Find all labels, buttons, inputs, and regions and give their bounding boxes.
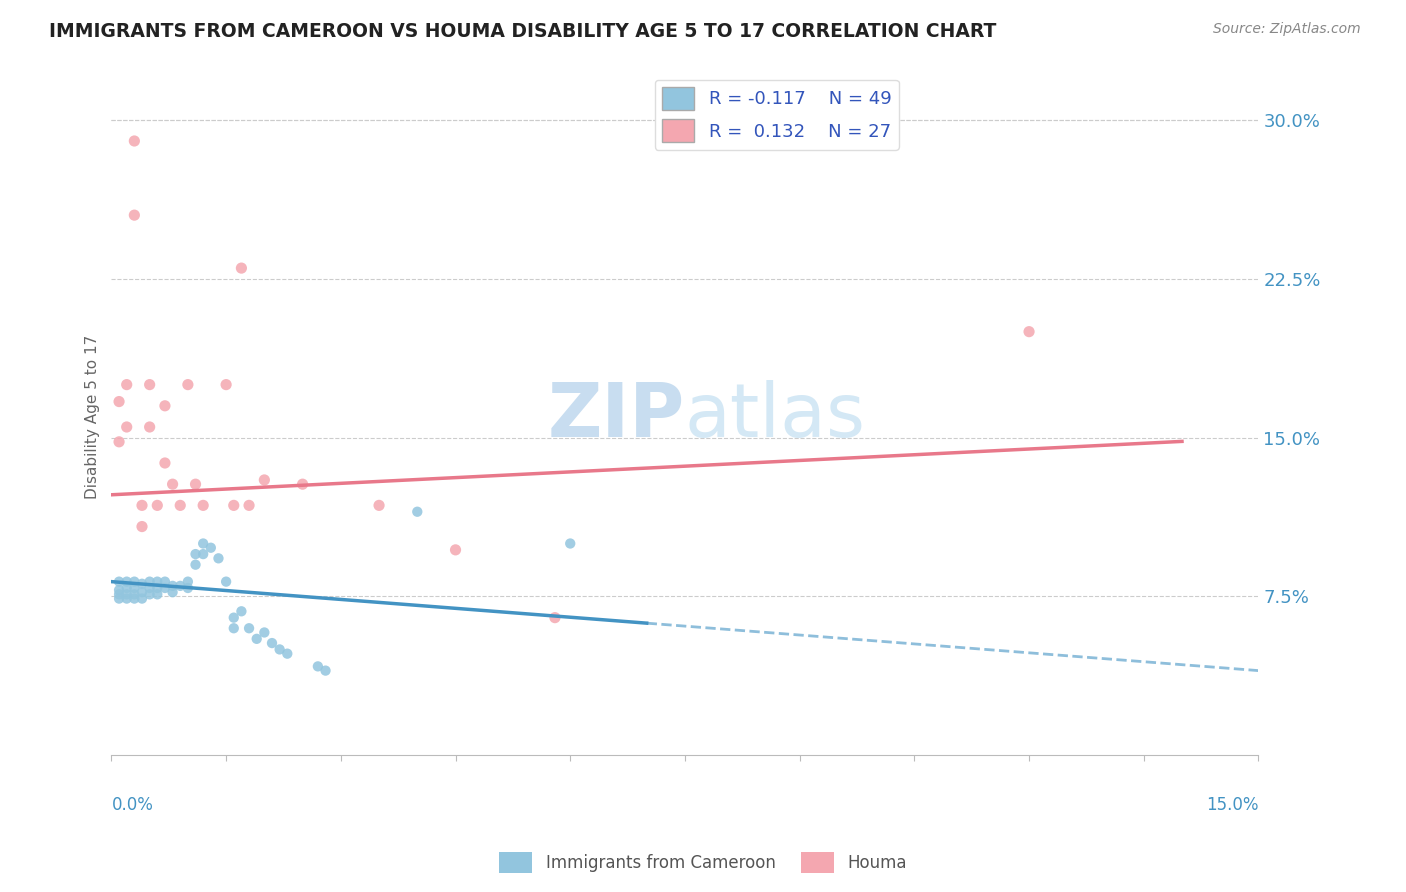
Point xyxy=(231,604,253,618)
Point xyxy=(253,625,276,640)
Point xyxy=(153,574,176,589)
Point xyxy=(246,632,269,646)
Point xyxy=(444,542,467,557)
Text: ZIP: ZIP xyxy=(548,380,685,453)
Point xyxy=(193,536,215,550)
Point xyxy=(108,587,131,601)
Point xyxy=(146,587,169,601)
Point xyxy=(124,591,146,606)
Point xyxy=(131,585,153,599)
Point xyxy=(146,499,169,513)
Point xyxy=(177,574,200,589)
Point xyxy=(115,420,138,434)
Point xyxy=(115,574,138,589)
Point xyxy=(108,583,131,598)
Point xyxy=(138,574,160,589)
Point xyxy=(184,547,207,561)
Point xyxy=(108,394,131,409)
Point xyxy=(215,574,238,589)
Point xyxy=(200,541,222,555)
Point xyxy=(238,499,260,513)
Point xyxy=(153,456,176,470)
Point xyxy=(222,621,245,635)
Point xyxy=(124,574,146,589)
Point xyxy=(169,499,191,513)
Point xyxy=(193,547,215,561)
Point xyxy=(162,477,184,491)
Point xyxy=(368,499,391,513)
Text: atlas: atlas xyxy=(685,380,866,453)
Point xyxy=(193,499,215,513)
Point xyxy=(131,519,153,533)
Legend: R = -0.117    N = 49, R =  0.132    N = 27: R = -0.117 N = 49, R = 0.132 N = 27 xyxy=(655,79,898,150)
Point xyxy=(260,636,283,650)
Text: IMMIGRANTS FROM CAMEROON VS HOUMA DISABILITY AGE 5 TO 17 CORRELATION CHART: IMMIGRANTS FROM CAMEROON VS HOUMA DISABI… xyxy=(49,22,997,41)
Y-axis label: Disability Age 5 to 17: Disability Age 5 to 17 xyxy=(86,334,100,499)
Point xyxy=(138,581,160,595)
Point xyxy=(115,377,138,392)
Point xyxy=(215,377,238,392)
Point xyxy=(169,579,191,593)
Point xyxy=(131,591,153,606)
Point xyxy=(560,536,582,550)
Point xyxy=(124,581,146,595)
Text: Source: ZipAtlas.com: Source: ZipAtlas.com xyxy=(1213,22,1361,37)
Point xyxy=(115,587,138,601)
Point xyxy=(276,647,298,661)
Text: 0.0%: 0.0% xyxy=(111,796,153,814)
Point xyxy=(222,499,245,513)
Point xyxy=(115,581,138,595)
Point xyxy=(162,579,184,593)
Point xyxy=(177,581,200,595)
Point xyxy=(291,477,314,491)
Point xyxy=(307,659,329,673)
Text: 15.0%: 15.0% xyxy=(1206,796,1258,814)
Point xyxy=(406,505,429,519)
Point xyxy=(207,551,229,566)
Point xyxy=(138,587,160,601)
Point xyxy=(153,399,176,413)
Point xyxy=(124,208,146,222)
Point xyxy=(222,610,245,624)
Point xyxy=(124,587,146,601)
Point xyxy=(146,574,169,589)
Point xyxy=(177,377,200,392)
Point xyxy=(138,377,160,392)
Point xyxy=(115,591,138,606)
Legend: Immigrants from Cameroon, Houma: Immigrants from Cameroon, Houma xyxy=(492,846,914,880)
Point xyxy=(269,642,291,657)
Point xyxy=(153,581,176,595)
Point xyxy=(108,574,131,589)
Point xyxy=(184,477,207,491)
Point xyxy=(124,134,146,148)
Point xyxy=(131,576,153,591)
Point xyxy=(544,610,567,624)
Point xyxy=(184,558,207,572)
Point xyxy=(146,581,169,595)
Point xyxy=(315,664,337,678)
Point xyxy=(108,434,131,449)
Point xyxy=(131,499,153,513)
Point xyxy=(1018,325,1040,339)
Point xyxy=(253,473,276,487)
Point xyxy=(162,585,184,599)
Point xyxy=(231,261,253,276)
Point xyxy=(138,420,160,434)
Point xyxy=(108,591,131,606)
Point xyxy=(238,621,260,635)
